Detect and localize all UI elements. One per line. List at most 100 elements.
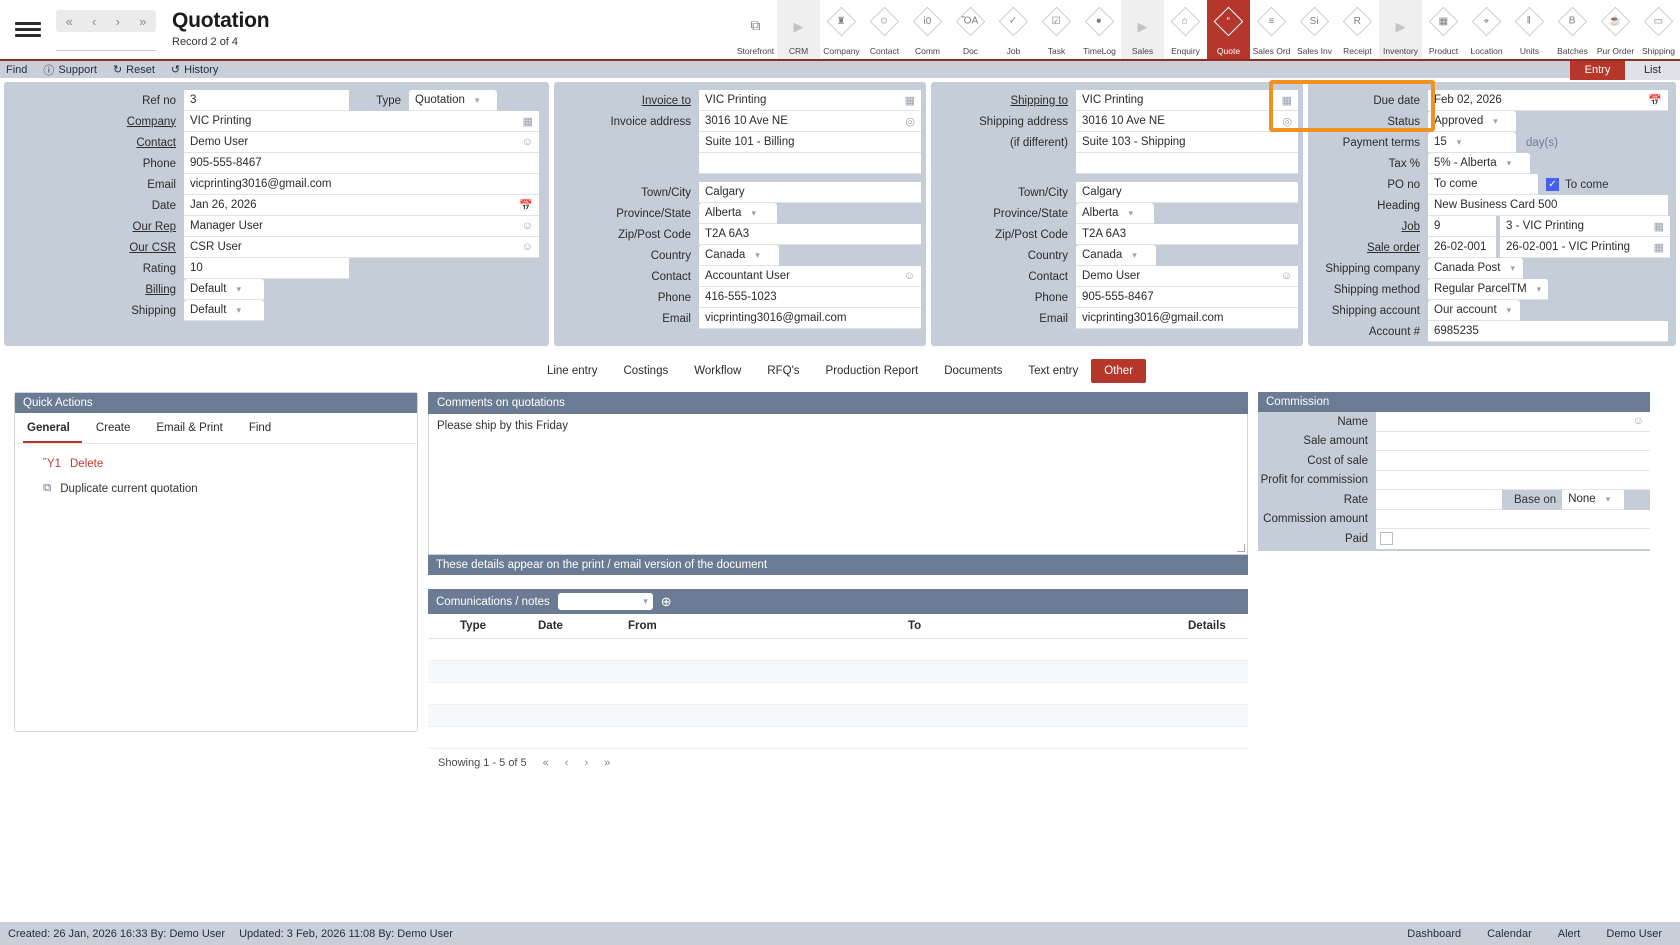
pin-icon[interactable]: ◎ bbox=[905, 115, 915, 128]
module-company[interactable]: ♜ Company bbox=[820, 0, 863, 59]
shipping-zip-input[interactable]: T2A 6A3 bbox=[1076, 224, 1298, 245]
column-header-type[interactable]: Type bbox=[460, 620, 486, 632]
rating-input[interactable]: 10 bbox=[184, 258, 349, 279]
invoice-address3-input[interactable] bbox=[699, 153, 921, 174]
building-icon[interactable]: ▦ bbox=[1653, 241, 1664, 254]
sale-order-number-input[interactable]: 26-02-001 bbox=[1428, 237, 1496, 258]
job-label[interactable]: Job bbox=[1401, 220, 1420, 233]
commission-commission-amount-input[interactable] bbox=[1376, 509, 1650, 529]
quick-action-tab-find[interactable]: Find bbox=[248, 422, 272, 434]
last-page-button[interactable]: » bbox=[604, 757, 611, 769]
tab-documents[interactable]: Documents bbox=[944, 365, 1003, 377]
alert-link[interactable]: Alert bbox=[1557, 927, 1581, 940]
shipping-method-select[interactable]: Regular ParcelTM ▾ bbox=[1428, 279, 1548, 300]
shipping-phone-input[interactable]: 905-555-8467 bbox=[1076, 287, 1298, 308]
prev-page-button[interactable]: ‹ bbox=[564, 757, 569, 769]
module-comm[interactable]: ἱ0 Comm bbox=[906, 0, 949, 59]
module-sales-ord[interactable]: ≡ Sales Ord bbox=[1250, 0, 1293, 59]
shipping-to-label[interactable]: Shipping to bbox=[1010, 94, 1068, 107]
sale-order-description-input[interactable]: 26-02-001 - VIC Printing ▦ bbox=[1500, 237, 1670, 258]
tab-entry[interactable]: Entry bbox=[1570, 61, 1625, 80]
module-receipt[interactable]: R Receipt bbox=[1336, 0, 1379, 59]
tab-workflow[interactable]: Workflow bbox=[694, 365, 742, 377]
person-icon[interactable]: ☺ bbox=[903, 270, 915, 282]
date-input[interactable]: Jan 26, 2026 📅 bbox=[184, 195, 539, 216]
quick-action-tab-general[interactable]: General bbox=[23, 413, 82, 443]
quick-action-duplicate-current-quotation[interactable]: ⧉ Duplicate current quotation bbox=[43, 482, 417, 495]
job-number-input[interactable]: 9 bbox=[1428, 216, 1496, 237]
person-icon[interactable]: ☺ bbox=[1632, 415, 1644, 427]
invoice-email-input[interactable]: vicprinting3016@gmail.com bbox=[699, 308, 921, 329]
support-button[interactable]: ⓘ Support bbox=[43, 62, 97, 78]
table-row[interactable] bbox=[428, 727, 1248, 749]
quick-action-tab-create[interactable]: Create bbox=[95, 422, 131, 434]
person-icon[interactable]: ☺ bbox=[521, 241, 533, 253]
hamburger-icon[interactable] bbox=[0, 0, 56, 59]
tab-costings[interactable]: Costings bbox=[623, 365, 669, 377]
next-record-button[interactable]: › bbox=[115, 13, 120, 29]
if-different-input[interactable]: Suite 103 - Shipping bbox=[1076, 132, 1298, 153]
to-come-checkbox[interactable]: ✓ bbox=[1546, 178, 1559, 191]
status-select[interactable]: Approved ▾ bbox=[1428, 111, 1516, 132]
module-product[interactable]: ▦ Product bbox=[1422, 0, 1465, 59]
module-storefront[interactable]: ⧉ Storefront bbox=[734, 0, 777, 59]
base-on-select[interactable]: None ▾ bbox=[1562, 489, 1625, 511]
history-button[interactable]: ↺ History bbox=[171, 63, 218, 77]
invoice-to-label[interactable]: Invoice to bbox=[641, 94, 691, 107]
payment-terms-select[interactable]: 15 ▾ bbox=[1428, 132, 1516, 153]
module-contact[interactable]: ☺ Contact bbox=[863, 0, 906, 59]
type-select[interactable]: Quotation ▾ bbox=[409, 90, 497, 111]
module-units[interactable]: ‖ Units bbox=[1508, 0, 1551, 59]
tab-other[interactable]: Other bbox=[1091, 359, 1147, 383]
module-sales-inv[interactable]: Si Sales Inv bbox=[1293, 0, 1336, 59]
company-input[interactable]: VIC Printing ▦ bbox=[184, 111, 539, 132]
module-quote[interactable]: “ Quote bbox=[1207, 0, 1250, 59]
building-icon[interactable]: ▦ bbox=[522, 115, 533, 128]
module-job[interactable]: ✓ Job bbox=[992, 0, 1035, 59]
building-icon[interactable]: ▦ bbox=[1653, 220, 1664, 233]
find-button[interactable]: Find bbox=[6, 64, 27, 76]
company-label[interactable]: Company bbox=[126, 115, 176, 128]
our-csr-label[interactable]: Our CSR bbox=[129, 241, 176, 254]
first-page-button[interactable]: « bbox=[542, 757, 549, 769]
module-shipping[interactable]: ▭ Shipping bbox=[1637, 0, 1680, 59]
module-task[interactable]: ☑ Task bbox=[1035, 0, 1078, 59]
last-record-button[interactable]: » bbox=[139, 13, 147, 29]
po-no-input[interactable]: To come bbox=[1428, 174, 1538, 195]
heading-input[interactable]: New Business Card 500 bbox=[1428, 195, 1668, 216]
due-date-input[interactable]: Feb 02, 2026 📅 bbox=[1428, 90, 1668, 111]
shipping-company-select[interactable]: Canada Post ▾ bbox=[1428, 258, 1523, 279]
calendar-icon[interactable]: 📅 bbox=[519, 199, 533, 212]
person-icon[interactable]: ☺ bbox=[521, 136, 533, 148]
tab-list[interactable]: List bbox=[1625, 61, 1680, 80]
invoice-address-input[interactable]: 3016 10 Ave NE ◎ bbox=[699, 111, 921, 132]
module-crm[interactable]: ▶ CRM bbox=[777, 0, 820, 59]
shipping-email-input[interactable]: vicprinting3016@gmail.com bbox=[1076, 308, 1298, 329]
invoice-town-input[interactable]: Calgary bbox=[699, 182, 921, 203]
module-location[interactable]: ⌖ Location bbox=[1465, 0, 1508, 59]
building-icon[interactable]: ▦ bbox=[904, 94, 915, 107]
next-page-button[interactable]: › bbox=[584, 757, 589, 769]
shipping-address3-input[interactable] bbox=[1076, 153, 1298, 174]
quick-action-tab-email-print[interactable]: Email & Print bbox=[156, 422, 223, 434]
sale-order-label[interactable]: Sale order bbox=[1366, 241, 1420, 254]
table-row[interactable] bbox=[428, 639, 1248, 661]
ref-no-input[interactable]: 3 bbox=[184, 90, 349, 111]
module-enquiry[interactable]: ⌂ Enquiry bbox=[1164, 0, 1207, 59]
tab-text-entry[interactable]: Text entry bbox=[1028, 365, 1079, 377]
billing-label[interactable]: Billing bbox=[145, 283, 176, 296]
module-timelog[interactable]: ● TimeLog bbox=[1078, 0, 1121, 59]
column-header-details[interactable]: Details bbox=[1188, 620, 1226, 632]
resize-handle[interactable] bbox=[1237, 544, 1245, 552]
plus-circle-icon[interactable]: ⊕ bbox=[660, 593, 672, 609]
tab-production-report[interactable]: Production Report bbox=[825, 365, 919, 377]
building-icon[interactable]: ▦ bbox=[1281, 94, 1292, 107]
column-header-date[interactable]: Date bbox=[538, 620, 563, 632]
our-rep-input[interactable]: Manager User ☺ bbox=[184, 216, 539, 237]
current-user[interactable]: Demo User bbox=[1606, 927, 1662, 940]
shipping-contact-input[interactable]: Demo User ☺ bbox=[1076, 266, 1298, 287]
table-row[interactable] bbox=[428, 683, 1248, 705]
tab-rfq-s[interactable]: RFQ's bbox=[767, 365, 800, 377]
commission-sale-amount-input[interactable] bbox=[1376, 431, 1650, 451]
quick-action-delete[interactable]: Ὕ1 Delete bbox=[43, 458, 417, 470]
